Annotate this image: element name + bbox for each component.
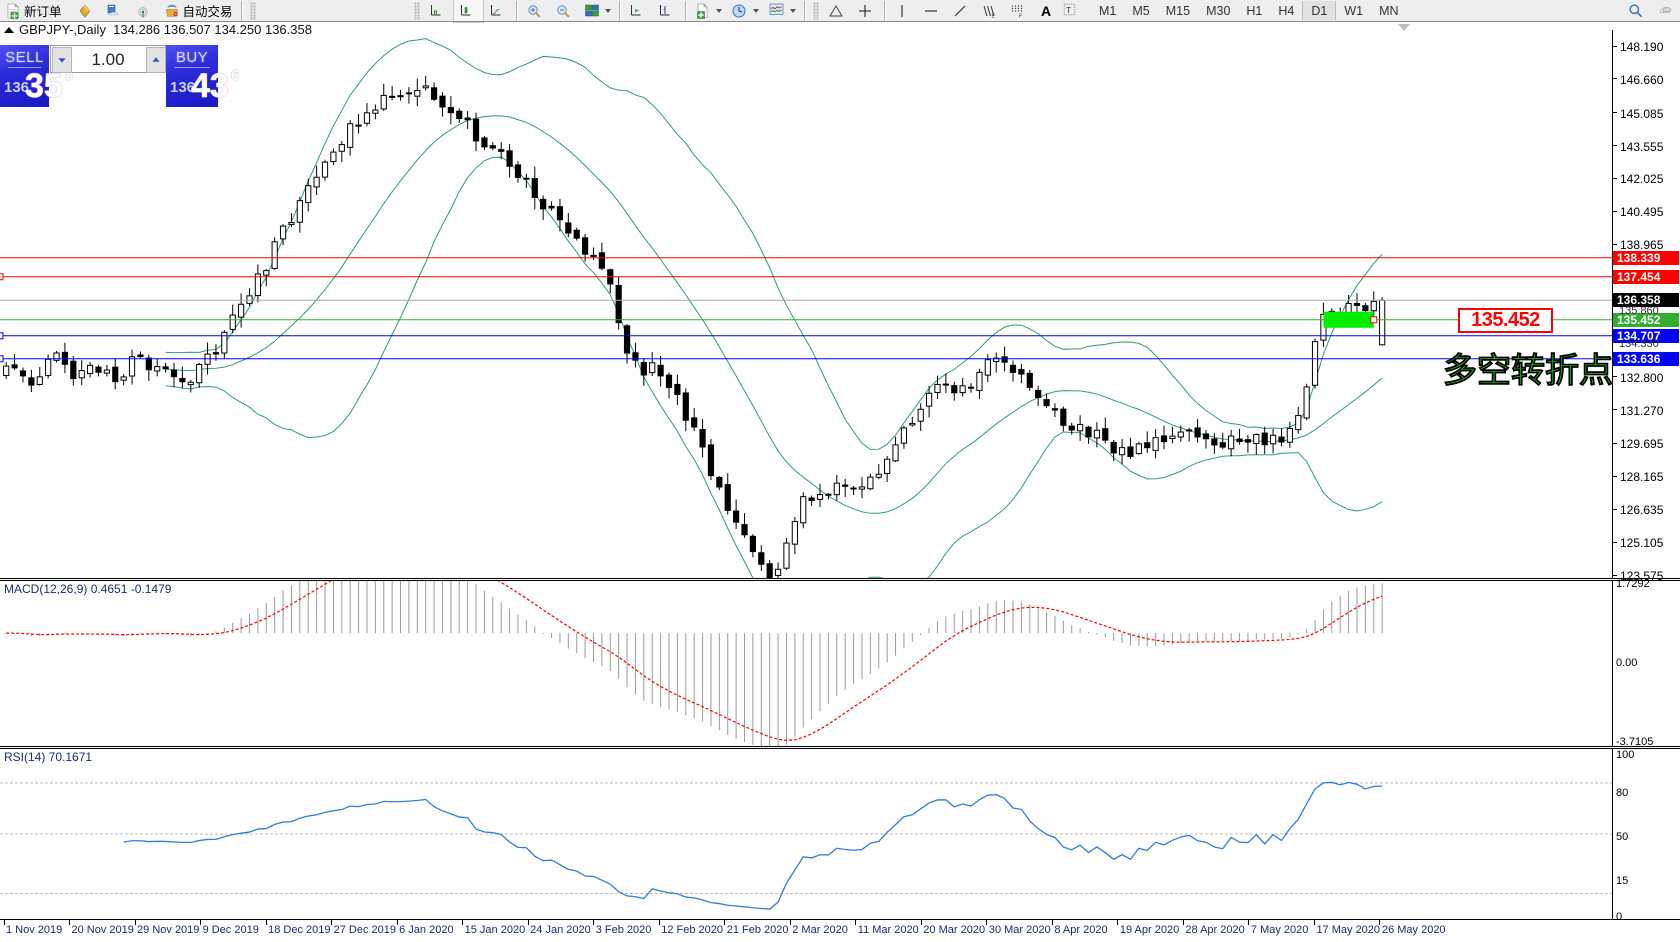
svg-text:多空转折点: 多空转折点 [1443, 352, 1613, 390]
svg-text:T: T [1066, 6, 1071, 15]
svg-text:E: E [992, 13, 996, 19]
svg-text:F: F [1019, 13, 1022, 19]
